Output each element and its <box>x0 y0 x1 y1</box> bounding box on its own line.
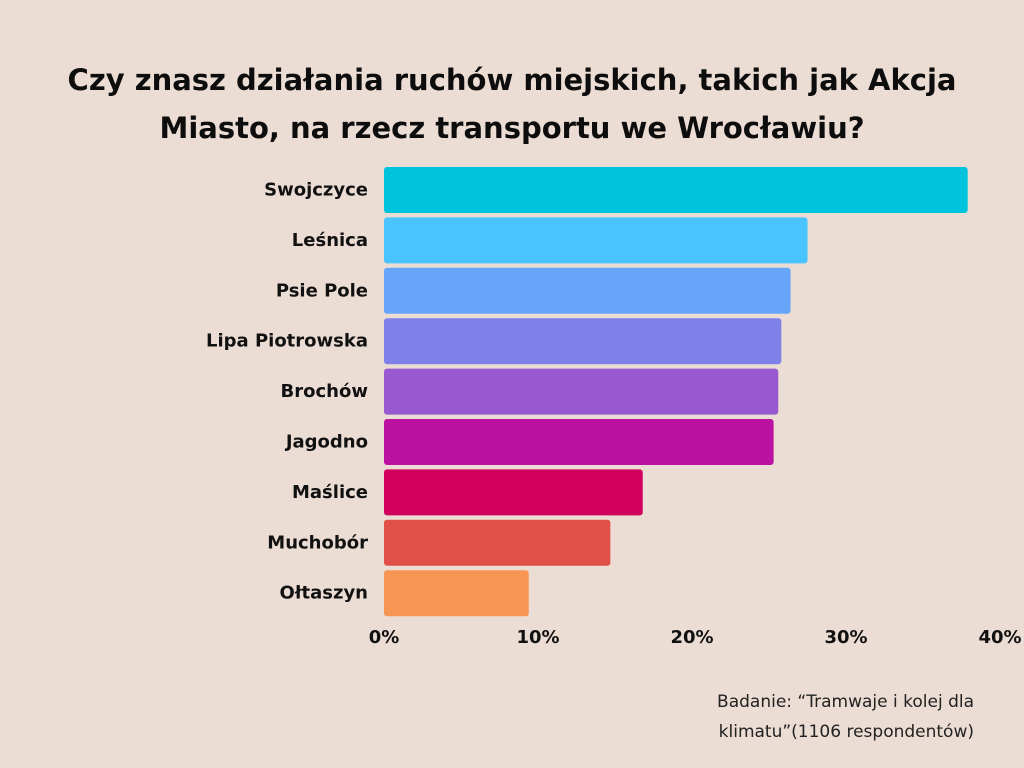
chart-title: Czy znasz działania ruchów miejskich, ta… <box>67 63 957 145</box>
category-label: Leśnica <box>292 230 368 251</box>
source-note: Badanie: “Tramwaje i kolej dla klimatu”(… <box>717 692 974 742</box>
x-tick-label: 20% <box>670 627 713 648</box>
category-label: Lipa Piotrowska <box>206 331 368 352</box>
bar-5 <box>384 419 774 465</box>
bar-7 <box>384 519 611 566</box>
x-tick-label: 10% <box>516 627 559 648</box>
category-label: Muchobór <box>267 532 368 553</box>
bar-2 <box>384 267 791 314</box>
category-label: Swojczyce <box>264 180 368 201</box>
bar-8 <box>384 570 529 617</box>
category-label: Maślice <box>292 482 368 503</box>
category-label: Psie Pole <box>276 280 368 301</box>
x-tick-label: 0% <box>369 627 400 648</box>
category-label: Brochów <box>281 381 368 402</box>
bar-0 <box>384 167 968 213</box>
x-tick-label: 30% <box>824 627 867 648</box>
category-label: Jagodno <box>284 432 368 453</box>
x-tick-label: 40% <box>978 627 1021 648</box>
bar-1 <box>384 217 808 264</box>
bar-6 <box>384 469 643 516</box>
bar-4 <box>384 368 779 415</box>
category-label: Ołtaszyn <box>280 583 368 604</box>
bar-3 <box>384 318 782 365</box>
